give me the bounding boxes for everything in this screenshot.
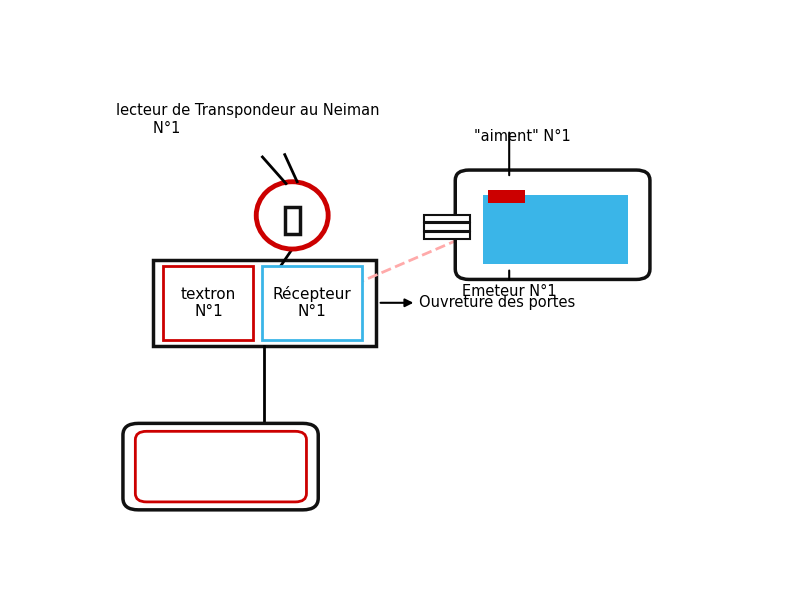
Text: Electrovanne
N°1: Electrovanne N°1 [170,450,271,483]
Bar [262,266,362,340]
Text: textron
N°1: textron N°1 [181,287,236,319]
Bar [424,215,470,222]
FancyBboxPatch shape [123,424,318,510]
Ellipse shape [256,181,328,249]
Text: lecteur de Transpondeur au Neiman
        N°1: lecteur de Transpondeur au Neiman N°1 [115,103,379,135]
Text: Récepteur
N°1: Récepteur N°1 [273,286,351,319]
Bar [163,266,253,340]
Bar [487,189,525,203]
Bar [482,195,628,265]
Bar [153,260,376,346]
Bar [424,232,470,239]
Text: Emeteur N°1: Emeteur N°1 [462,284,557,299]
Bar [285,207,300,234]
FancyBboxPatch shape [455,170,650,279]
Text: "aiment" N°1: "aiment" N°1 [474,129,570,144]
Text: Ouvreture des portes: Ouvreture des portes [419,295,575,310]
FancyBboxPatch shape [135,432,306,502]
Bar [424,223,470,231]
